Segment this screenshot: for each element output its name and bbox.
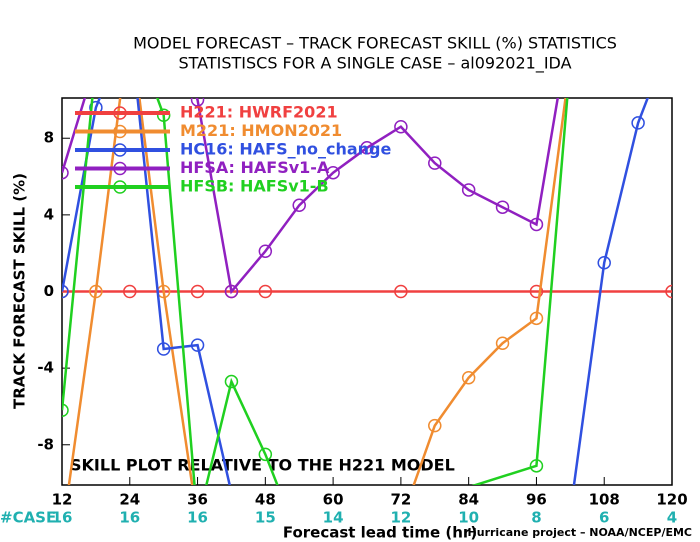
point	[62, 165, 69, 180]
point	[631, 116, 645, 130]
point	[62, 403, 69, 418]
point	[224, 374, 239, 389]
case-count: 16	[119, 509, 140, 527]
series-line	[62, 98, 650, 485]
y-tick-label: -4	[37, 359, 54, 377]
point	[564, 506, 576, 518]
point	[529, 311, 544, 326]
legend-marker	[113, 106, 127, 120]
x-tick-label: 96	[526, 491, 547, 509]
point	[190, 284, 205, 299]
point	[428, 156, 442, 170]
point	[665, 284, 672, 299]
case-count: 16	[187, 509, 208, 527]
point	[124, 17, 136, 29]
legend-marker	[113, 161, 127, 176]
point	[156, 342, 171, 356]
point	[123, 284, 137, 299]
point	[461, 183, 476, 197]
point	[124, 15, 136, 27]
case-count: 4	[667, 509, 677, 527]
point	[394, 284, 408, 299]
point	[225, 487, 237, 499]
point	[158, 0, 170, 6]
x-tick-label: 120	[656, 491, 687, 509]
point	[666, 29, 678, 41]
point	[124, 17, 136, 29]
legend-label: M221: HMON2021	[180, 121, 342, 140]
point	[90, 56, 102, 68]
case-count: 15	[255, 509, 276, 527]
point	[461, 370, 476, 385]
credit: Hurricane project – NOAA/NCEP/EMC	[468, 526, 692, 539]
case-count: 14	[323, 509, 344, 527]
legend-label: H221: HWRF2021	[180, 103, 338, 122]
point	[360, 141, 374, 155]
x-tick-label: 72	[390, 491, 411, 509]
legend-label: HFSA: HAFSv1-A	[180, 158, 330, 177]
case-count: 16	[52, 509, 73, 527]
x-tick-label: 108	[589, 491, 620, 509]
point	[428, 418, 442, 433]
point	[258, 284, 273, 299]
legend-marker	[113, 124, 127, 139]
annotation: SKILL PLOT RELATIVE TO THE H221 MODEL	[70, 456, 455, 475]
point	[124, 17, 136, 29]
point	[62, 284, 69, 299]
case-count: 12	[390, 509, 411, 527]
point	[529, 217, 544, 232]
chart-subtitle: STATISTISCS FOR A SINGLE CASE – al092021…	[178, 54, 571, 74]
point	[90, 56, 102, 68]
y-tick-label: 8	[44, 129, 54, 147]
point	[495, 200, 510, 214]
x-tick-label: 48	[255, 491, 276, 509]
x-tick-label: 84	[458, 491, 479, 509]
series-line	[62, 98, 560, 295]
legend-label: HC16: HAFS_no_change	[180, 140, 391, 159]
chart-title: MODEL FORECAST – TRACK FORECAST SKILL (%…	[133, 34, 617, 53]
x-axis-label: Forecast lead time (hr)	[283, 524, 477, 542]
point	[56, 529, 68, 541]
case-count: 10	[458, 509, 479, 527]
case-label: #CASE	[0, 509, 56, 527]
point	[529, 284, 544, 299]
case-count: 6	[599, 509, 609, 527]
y-tick-label: 0	[44, 282, 54, 300]
point	[190, 98, 205, 107]
point	[258, 447, 273, 462]
case-count: 8	[531, 509, 541, 527]
legend-marker	[113, 143, 127, 157]
x-tick-label: 12	[52, 491, 73, 509]
point	[394, 119, 408, 134]
x-tick-label: 36	[187, 491, 208, 509]
x-tick-label: 24	[119, 491, 140, 509]
point	[326, 165, 340, 180]
series-line	[62, 98, 569, 485]
point	[597, 256, 611, 270]
point	[529, 459, 544, 473]
legend-marker	[113, 180, 127, 194]
point	[495, 336, 510, 350]
legend-label: HFSB: HAFSv1-B	[180, 177, 329, 196]
y-axis-label: TRACK FORECAST SKILL (%)	[11, 173, 29, 409]
x-tick-label: 60	[323, 491, 344, 509]
point	[190, 338, 205, 352]
y-tick-label: -8	[37, 435, 54, 453]
point	[292, 198, 306, 213]
point	[224, 284, 239, 299]
point	[258, 244, 273, 259]
point	[89, 284, 103, 299]
point	[564, 17, 576, 29]
y-tick-label: 4	[44, 205, 54, 223]
point	[156, 108, 171, 122]
